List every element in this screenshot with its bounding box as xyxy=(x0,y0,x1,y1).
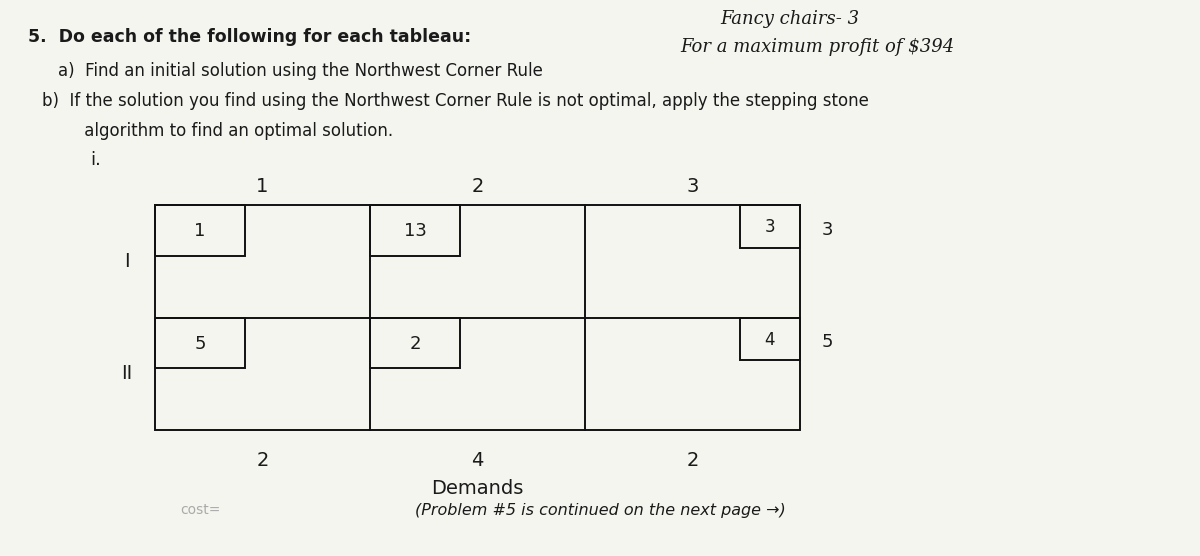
Text: For a maximum profit of $394: For a maximum profit of $394 xyxy=(680,38,954,56)
Text: Fancy chairs- 3: Fancy chairs- 3 xyxy=(720,10,859,28)
Text: 3: 3 xyxy=(686,177,698,196)
Bar xyxy=(155,317,245,368)
Text: 4: 4 xyxy=(764,331,775,349)
Text: 2: 2 xyxy=(472,177,484,196)
Text: 2: 2 xyxy=(686,450,698,469)
Bar xyxy=(155,205,800,430)
Text: 4: 4 xyxy=(472,450,484,469)
Text: 1: 1 xyxy=(194,222,206,240)
Text: 5.  Do each of the following for each tableau:: 5. Do each of the following for each tab… xyxy=(28,28,472,46)
Bar xyxy=(370,317,461,368)
Text: (Problem #5 is continued on the next page →): (Problem #5 is continued on the next pag… xyxy=(415,503,785,518)
Text: I: I xyxy=(124,252,130,271)
Text: 13: 13 xyxy=(403,222,426,240)
Text: i.: i. xyxy=(90,151,101,169)
Text: II: II xyxy=(121,364,133,383)
Text: Demands: Demands xyxy=(431,479,523,498)
Bar xyxy=(370,205,461,256)
Bar xyxy=(739,317,800,360)
Text: cost=: cost= xyxy=(180,503,221,517)
Text: 2: 2 xyxy=(257,450,269,469)
Text: 3: 3 xyxy=(764,218,775,236)
Text: 1: 1 xyxy=(257,177,269,196)
Text: algorithm to find an optimal solution.: algorithm to find an optimal solution. xyxy=(58,122,394,140)
Text: a)  Find an initial solution using the Northwest Corner Rule: a) Find an initial solution using the No… xyxy=(58,62,542,80)
Text: 5: 5 xyxy=(194,335,206,353)
Text: 2: 2 xyxy=(409,335,421,353)
Text: 3: 3 xyxy=(822,221,834,239)
Text: 5: 5 xyxy=(822,333,834,351)
Bar xyxy=(739,205,800,248)
Text: b)  If the solution you find using the Northwest Corner Rule is not optimal, app: b) If the solution you find using the No… xyxy=(42,92,869,110)
Bar xyxy=(155,205,245,256)
